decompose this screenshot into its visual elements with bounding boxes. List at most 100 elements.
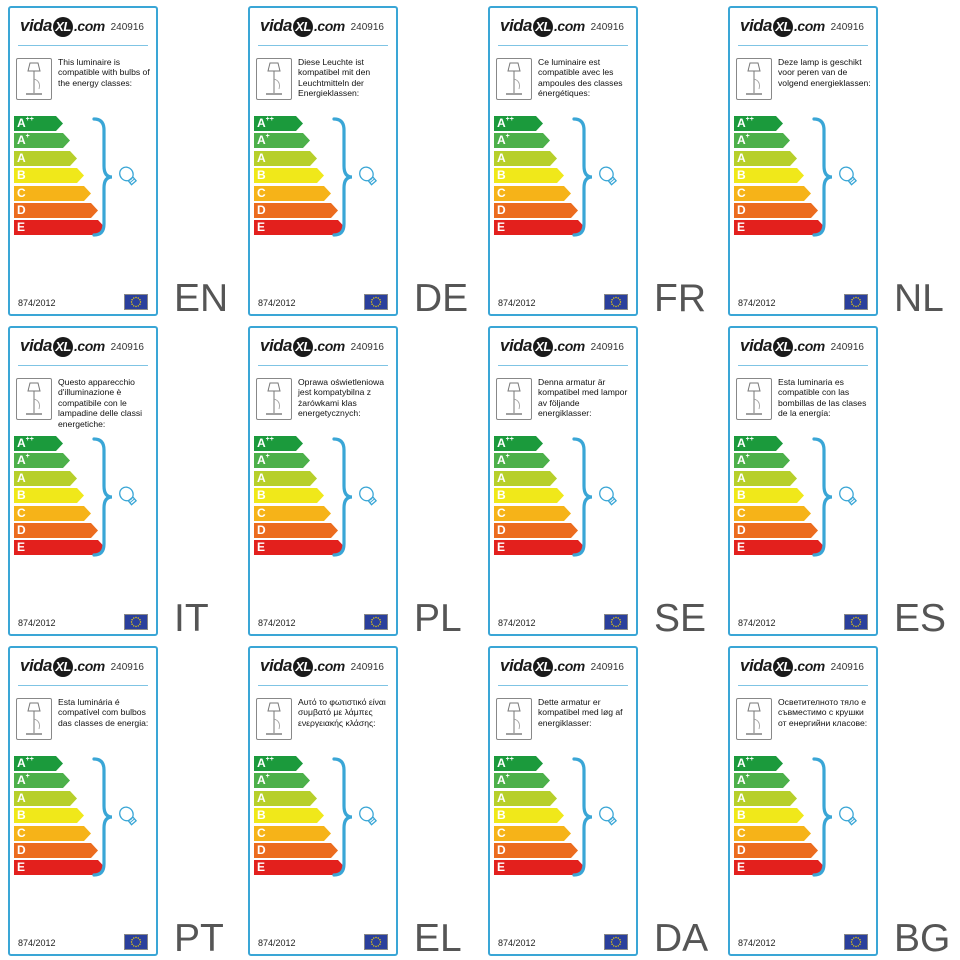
energy-label-de: vida XL .com 240916 Diese Leuchte ist kompat…	[248, 6, 398, 316]
brand-logo: vida XL .com	[740, 16, 825, 37]
light-bulb-icon	[838, 804, 860, 835]
energy-class-letter: C	[17, 185, 26, 200]
light-bulb-icon	[598, 804, 620, 835]
regulation-number: 874/2012	[498, 618, 536, 628]
header-divider	[738, 685, 868, 686]
floor-lamp-icon	[736, 378, 772, 420]
energy-class-letter: C	[17, 505, 26, 520]
energy-class-letter: A++	[497, 116, 514, 130]
language-code-en: EN	[174, 277, 229, 320]
light-bulb-icon	[358, 804, 380, 835]
energy-class-letter: C	[17, 825, 26, 840]
language-code-el: EL	[414, 917, 462, 960]
language-code-es: ES	[894, 597, 947, 640]
eu-flag-icon	[604, 294, 628, 310]
brand-name-mark: XL	[293, 657, 314, 677]
product-code: 240916	[830, 342, 864, 353]
energy-class-letter: B	[257, 488, 266, 503]
energy-label-es: vida XL .com 240916 Esta luminaria es compat…	[728, 326, 878, 636]
energy-class-letter: C	[497, 185, 506, 200]
product-code: 240916	[110, 342, 144, 353]
energy-class-letter: D	[257, 842, 266, 857]
regulation-number: 874/2012	[498, 938, 536, 948]
brand-name-post: .com	[554, 338, 585, 354]
brand-name-mark: XL	[53, 17, 74, 37]
curly-brace-icon	[572, 116, 596, 243]
energy-class-superscript: ++	[505, 756, 514, 763]
brand-name-post: .com	[74, 18, 105, 34]
energy-class-letter: A	[17, 470, 26, 485]
regulation-number: 874/2012	[18, 938, 56, 948]
brand-name-mark: XL	[773, 17, 794, 37]
regulation-number: 874/2012	[18, 618, 56, 628]
energy-label-el: vida XL .com 240916 Αυτό το φωτιστικό είναι …	[248, 646, 398, 956]
compatibility-text: Осветителното тяло е съвместимо с крушки…	[778, 697, 868, 728]
brand-name-pre: vida	[20, 16, 53, 35]
energy-class-superscript: ++	[745, 756, 754, 763]
energy-label-it: vida XL .com 240916 Questo apparecchio d'ill…	[8, 326, 158, 636]
energy-class-superscript: ++	[745, 436, 754, 443]
energy-class-superscript: ++	[25, 756, 34, 763]
header-divider	[18, 685, 148, 686]
regulation-number: 874/2012	[498, 298, 536, 308]
energy-class-letter: D	[737, 202, 746, 217]
header-divider	[18, 365, 148, 366]
regulation-number: 874/2012	[258, 618, 296, 628]
curly-brace-icon	[332, 116, 356, 243]
brand-name-mark: XL	[293, 337, 314, 357]
header-divider	[498, 685, 628, 686]
energy-class-letter: E	[737, 220, 746, 235]
energy-class-letter: A++	[737, 756, 754, 770]
product-code: 240916	[110, 22, 144, 33]
energy-class-superscript: +	[745, 133, 750, 141]
header-divider	[18, 45, 148, 46]
brand-name-pre: vida	[260, 656, 293, 675]
eu-flag-icon	[604, 934, 628, 950]
header-divider	[258, 685, 388, 686]
energy-label-nl: vida XL .com 240916 Deze lamp is geschikt vo…	[728, 6, 878, 316]
energy-class-letter: E	[497, 540, 506, 555]
language-code-bg: BG	[894, 917, 951, 960]
compatibility-text: Questo apparecchio d'illuminazione è com…	[58, 377, 143, 429]
energy-class-letter: E	[497, 220, 506, 235]
energy-class-letter: C	[737, 505, 746, 520]
energy-class-letter: E	[17, 860, 26, 875]
energy-class-letter: A+	[497, 453, 510, 468]
energy-class-letter: C	[737, 185, 746, 200]
language-code-se: SE	[654, 597, 707, 640]
brand-name-mark: XL	[773, 337, 794, 357]
energy-class-letter: E	[257, 540, 266, 555]
brand-logo: vida XL .com	[500, 656, 585, 677]
energy-class-letter: A	[257, 790, 266, 805]
energy-class-superscript: +	[265, 453, 270, 461]
energy-class-letter: B	[257, 168, 266, 183]
energy-class-letter: E	[257, 860, 266, 875]
energy-class-letter: A+	[257, 453, 270, 468]
energy-class-letter: A++	[17, 116, 34, 130]
eu-flag-icon	[124, 294, 148, 310]
light-bulb-icon	[598, 484, 620, 515]
language-code-pl: PL	[414, 597, 462, 640]
product-code: 240916	[590, 22, 624, 33]
brand-name-post: .com	[314, 658, 345, 674]
compatibility-text: Diese Leuchte ist kompatibel mit den Leu…	[298, 57, 371, 99]
energy-class-letter: B	[497, 808, 506, 823]
energy-class-letter: D	[17, 842, 26, 857]
brand-name-mark: XL	[533, 17, 554, 37]
energy-label-se: vida XL .com 240916 Denna armatur är kompati…	[488, 326, 638, 636]
regulation-number: 874/2012	[738, 618, 776, 628]
brand-name-post: .com	[314, 338, 345, 354]
energy-class-letter: A	[737, 790, 746, 805]
brand-name-mark: XL	[53, 337, 74, 357]
energy-class-letter: D	[497, 202, 506, 217]
eu-flag-icon	[604, 614, 628, 630]
light-bulb-icon	[358, 484, 380, 515]
eu-flag-icon	[364, 294, 388, 310]
energy-class-letter: E	[257, 220, 266, 235]
language-code-fr: FR	[654, 277, 706, 320]
product-code: 240916	[350, 342, 384, 353]
product-code: 240916	[590, 342, 624, 353]
header-divider	[498, 45, 628, 46]
compatibility-text: Oprawa oświetleniowa jest kompatybilna z…	[298, 377, 384, 419]
